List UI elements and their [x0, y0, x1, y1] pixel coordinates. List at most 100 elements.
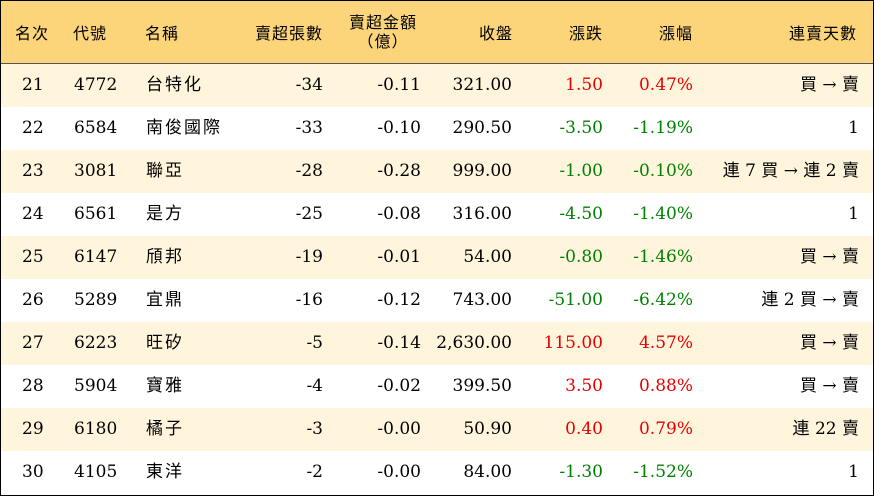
cell-streak: 1 [848, 462, 859, 482]
cell-close: 316.00 [452, 204, 512, 224]
table-header: 名次 代號 名稱 賣超張數 賣超金額 （億） 收盤 漲跌 漲幅 連賣天數 [1, 1, 873, 64]
cell-name: 旺矽 [146, 333, 184, 353]
cell-oversold-lots: -33 [295, 118, 323, 138]
cell-change: 115.00 [543, 333, 603, 353]
cell-oversold-amount: -0.10 [377, 118, 421, 138]
cell-oversold-amount: -0.00 [377, 462, 421, 482]
header-oversold-lots: 賣超張數 [254, 24, 323, 43]
header-code: 代號 [73, 24, 108, 43]
cell-change-pct: 0.79% [638, 419, 693, 439]
header-rank: 名次 [15, 24, 50, 43]
cell-rank: 21 [22, 75, 44, 95]
cell-code: 4772 [74, 75, 118, 95]
header-close: 收盤 [478, 24, 513, 43]
cell-change: -3.50 [559, 118, 603, 138]
cell-change-pct: -1.40% [633, 204, 693, 224]
cell-change-pct: 0.88% [638, 376, 693, 396]
cell-change-pct: -1.19% [633, 118, 693, 138]
cell-change: -1.30 [559, 462, 603, 482]
cell-change: 3.50 [565, 376, 603, 396]
cell-name: 是方 [146, 204, 184, 224]
cell-oversold-lots: -2 [306, 462, 323, 482]
cell-oversold-amount: -0.14 [377, 333, 421, 353]
cell-change-pct: -6.42% [633, 290, 693, 310]
cell-close: 50.90 [463, 419, 512, 439]
cell-oversold-amount: -0.08 [377, 204, 421, 224]
cell-rank: 28 [22, 376, 44, 396]
cell-streak: 1 [848, 204, 859, 224]
cell-rank: 29 [22, 419, 44, 439]
cell-streak: 1 [848, 118, 859, 138]
cell-oversold-lots: -4 [306, 376, 323, 396]
table-row[interactable]: 26 5289 宜鼎 -16 -0.12 743.00 -51.00 -6.42% 連 2 買 … [1, 279, 873, 322]
cell-name: 南俊國際 [146, 118, 222, 138]
cell-code: 6223 [74, 333, 118, 353]
cell-name: 橘子 [146, 419, 184, 439]
cell-oversold-amount: -0.11 [377, 75, 421, 95]
cell-close: 84.00 [463, 462, 512, 482]
cell-oversold-lots: -16 [295, 290, 323, 310]
cell-code: 5904 [74, 376, 118, 396]
cell-change: 0.40 [565, 419, 603, 439]
cell-close: 743.00 [452, 290, 512, 310]
cell-close: 399.50 [452, 376, 512, 396]
table-row[interactable]: 29 6180 橘子 -3 -0.00 50.90 0.40 0.79% 連 22 賣 [1, 408, 873, 451]
cell-streak: 買 → 賣 [799, 376, 859, 396]
header-oversold-amount-line1: 賣超金額 [348, 13, 417, 32]
cell-oversold-lots: -5 [306, 333, 323, 353]
cell-oversold-amount: -0.01 [377, 247, 421, 267]
table-row[interactable]: 22 6584 南俊國際 -33 -0.10 290.50 -3.50 -1.19% 1 [1, 107, 873, 150]
cell-rank: 27 [22, 333, 44, 353]
cell-oversold-lots: -19 [295, 247, 323, 267]
table-row[interactable]: 25 6147 頎邦 -19 -0.01 54.00 -0.80 -1.46% 買 → 賣 [1, 236, 873, 279]
cell-close: 321.00 [452, 75, 512, 95]
cell-close: 2,630.00 [436, 333, 512, 353]
cell-rank: 24 [22, 204, 44, 224]
cell-code: 6584 [74, 118, 118, 138]
table-row[interactable]: 27 6223 旺矽 -5 -0.14 2,630.00 115.00 4.57% 買 → 賣 [1, 322, 873, 365]
cell-change: -1.00 [559, 161, 603, 181]
cell-oversold-lots: -25 [295, 204, 323, 224]
header-streak: 連賣天數 [788, 24, 857, 43]
cell-change: -0.80 [559, 247, 603, 267]
cell-close: 999.00 [452, 161, 512, 181]
cell-name: 寶雅 [146, 376, 184, 396]
table-row[interactable]: 30 4105 東洋 -2 -0.00 84.00 -1.30 -1.52% 1 [1, 451, 873, 494]
header-oversold-amount-line2: （億） [357, 32, 409, 51]
cell-streak: 買 → 賣 [799, 75, 859, 95]
cell-change-pct: -1.46% [633, 247, 693, 267]
cell-rank: 23 [22, 161, 44, 181]
table-row[interactable]: 24 6561 是方 -25 -0.08 316.00 -4.50 -1.40% 1 [1, 193, 873, 236]
cell-streak: 連 22 賣 [792, 419, 859, 439]
cell-name: 宜鼎 [146, 290, 184, 310]
header-change: 漲跌 [568, 24, 603, 43]
cell-change-pct: 4.57% [638, 333, 693, 353]
cell-oversold-lots: -34 [295, 75, 323, 95]
table-row[interactable]: 28 5904 寶雅 -4 -0.02 399.50 3.50 0.88% 買 → 賣 [1, 365, 873, 408]
cell-code: 3081 [74, 161, 118, 181]
cell-code: 5289 [74, 290, 118, 310]
cell-name: 聯亞 [146, 161, 184, 181]
cell-change: -51.00 [548, 290, 603, 310]
cell-change-pct: 0.47% [638, 75, 693, 95]
header-name: 名稱 [145, 24, 180, 43]
cell-streak: 買 → 賣 [799, 247, 859, 267]
cell-oversold-amount: -0.02 [377, 376, 421, 396]
cell-name: 東洋 [146, 462, 184, 482]
cell-change-pct: -0.10% [633, 161, 693, 181]
header-oversold-amount: 賣超金額 （億） [343, 1, 423, 63]
table-row[interactable]: 23 3081 聯亞 -28 -0.28 999.00 -1.00 -0.10% 連 7 買 →… [1, 150, 873, 193]
cell-change-pct: -1.52% [633, 462, 693, 482]
cell-code: 6147 [74, 247, 118, 267]
cell-close: 290.50 [452, 118, 512, 138]
cell-oversold-lots: -3 [306, 419, 323, 439]
cell-change: -4.50 [559, 204, 603, 224]
table-row[interactable]: 21 4772 台特化 -34 -0.11 321.00 1.50 0.47% 買 → 賣 [1, 64, 873, 107]
cell-streak: 連 2 買 → 賣 [761, 290, 859, 310]
cell-change: 1.50 [565, 75, 603, 95]
cell-streak: 連 7 買 → 連 2 賣 [722, 161, 859, 181]
header-change-pct: 漲幅 [658, 24, 693, 43]
cell-close: 54.00 [463, 247, 512, 267]
cell-rank: 30 [22, 462, 44, 482]
